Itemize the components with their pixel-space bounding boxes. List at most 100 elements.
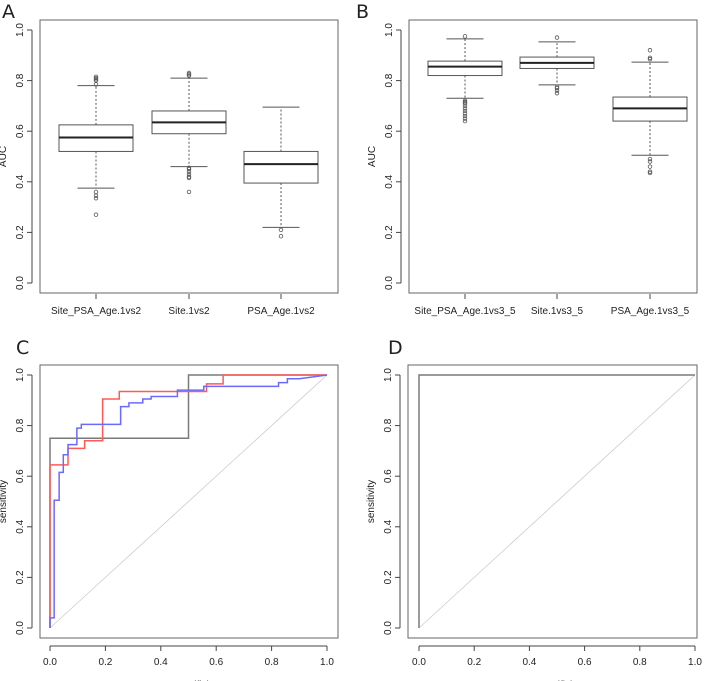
outlier-point xyxy=(186,72,192,77)
x-tick-label: 0.2 xyxy=(98,657,112,668)
panel-letter: C xyxy=(16,337,29,359)
x-tick-label: 0.6 xyxy=(578,657,592,668)
outlier-point xyxy=(186,189,192,195)
plot-frame xyxy=(39,364,339,639)
y-tick-label: 0.8 xyxy=(383,418,394,432)
outlier-point xyxy=(278,233,284,239)
outlier-point xyxy=(554,91,560,96)
x-tick-label: 0.0 xyxy=(43,657,57,668)
y-tick-label: 0.2 xyxy=(384,225,395,239)
outlier-point xyxy=(93,74,99,80)
outlier-point xyxy=(647,170,653,176)
y-tick-label: 0.2 xyxy=(15,570,26,584)
outlier-point xyxy=(647,55,653,61)
x-tick-label: PSA_Age.1vs3_5 xyxy=(611,306,690,317)
y-tick-label: 0.4 xyxy=(15,519,26,533)
x-tick-label: 0.2 xyxy=(467,657,481,668)
outlier-point xyxy=(462,101,468,106)
x-tick-label: 0.6 xyxy=(209,657,223,668)
outlier-point xyxy=(93,189,99,195)
outlier-point xyxy=(647,169,653,174)
outlier-point xyxy=(93,75,99,81)
y-tick-label: 0.4 xyxy=(384,174,395,188)
box xyxy=(427,60,503,77)
y-axis-label: AUC xyxy=(367,146,378,167)
y-tick-label: 0.6 xyxy=(383,469,394,483)
outlier-point xyxy=(186,169,192,174)
y-tick-label: 1.0 xyxy=(15,23,26,37)
panel-a: A 0.0 0.2 0.4 0.6 0.8 1.0 AUC Site_PSA_Age.1vs2 S… xyxy=(0,1,339,317)
outlier-point xyxy=(462,106,468,111)
y-tick-label: 0.0 xyxy=(383,621,394,635)
y-tick-label: 0.8 xyxy=(384,73,395,87)
x-tick-label: 0.8 xyxy=(265,657,279,668)
y-tick-label: 1.0 xyxy=(384,23,395,37)
panel-d: D 0.0 0.2 0.4 0.6 0.8 1.0 sensitivity 0.0 0.2 0.4 0… xyxy=(366,337,702,681)
y-tick-label: 0.8 xyxy=(15,418,26,432)
x-tick-label: 0.4 xyxy=(522,657,536,668)
panel-b: B 0.0 0.2 0.4 0.6 0.8 1.0 AUC Site_PSA_Age.1vs3_… xyxy=(356,1,698,317)
y-tick-label: 0.0 xyxy=(15,276,26,290)
outlier-point xyxy=(93,77,99,82)
x-tick-label: Site.1vs2 xyxy=(168,306,210,317)
outlier-point xyxy=(93,193,99,198)
plot-frame xyxy=(39,19,339,294)
y-tick-label: 0.8 xyxy=(15,73,26,87)
y-tick-label: 0.0 xyxy=(15,621,26,635)
roc-curve-1 xyxy=(418,374,695,628)
outlier-point xyxy=(462,113,468,119)
y-axis-label: sensitivity xyxy=(0,480,9,523)
panel-letter: B xyxy=(356,1,369,23)
y-tick-label: 1.0 xyxy=(15,368,26,382)
outlier-point xyxy=(554,85,560,91)
x-tick-label: 1.0 xyxy=(688,657,702,668)
y-tick-label: 0.6 xyxy=(15,469,26,483)
x-tick-label: 1.0 xyxy=(320,657,334,668)
outlier-point xyxy=(647,48,653,53)
panel-letter: A xyxy=(2,1,15,23)
y-tick-label: 0.2 xyxy=(383,570,394,584)
x-tick-label: 0.8 xyxy=(633,657,647,668)
x-tick-label: 0.4 xyxy=(154,657,168,668)
outlier-point xyxy=(462,98,468,104)
outlier-point xyxy=(462,103,468,109)
outlier-point xyxy=(554,35,560,40)
x-tick-label: Site_PSA_Age.1vs3_5 xyxy=(414,306,516,317)
plot-frame xyxy=(408,19,698,294)
x-tick-label: PSA_Age.1vs2 xyxy=(247,306,315,317)
outlier-point xyxy=(186,174,192,179)
outlier-point xyxy=(647,159,653,164)
outlier-point xyxy=(647,164,653,169)
y-tick-label: 0.0 xyxy=(384,276,395,290)
outlier-point xyxy=(554,88,560,93)
outlier-point xyxy=(647,56,653,62)
outlier-point xyxy=(186,73,192,78)
x-tick-label: Site_PSA_Age.1vs2 xyxy=(51,306,141,317)
outlier-point xyxy=(462,34,468,39)
x-tick-label: Site.1vs3_5 xyxy=(531,306,584,317)
box xyxy=(243,150,319,184)
roc-curve-3 xyxy=(49,374,328,628)
outlier-point xyxy=(462,111,468,116)
panel-letter: D xyxy=(388,337,403,359)
outlier-point xyxy=(647,156,653,162)
y-axis-label: sensitivity xyxy=(366,480,377,523)
outlier-point xyxy=(93,212,99,217)
reference-diagonal xyxy=(49,374,328,629)
plot-frame xyxy=(407,364,698,639)
outlier-point xyxy=(186,175,192,181)
outlier-point xyxy=(278,227,284,233)
y-tick-label: 0.6 xyxy=(15,124,26,138)
y-tick-label: 0.4 xyxy=(383,519,394,533)
x-tick-label: 0.0 xyxy=(412,657,426,668)
roc-curve-2 xyxy=(49,374,327,628)
outlier-point xyxy=(186,70,192,76)
outlier-point xyxy=(462,108,468,114)
y-tick-label: 0.4 xyxy=(15,174,26,188)
y-tick-label: 0.6 xyxy=(384,124,395,138)
outlier-point xyxy=(462,118,468,124)
outlier-point xyxy=(462,116,468,121)
outlier-point xyxy=(186,166,192,172)
y-axis-label: AUC xyxy=(0,146,9,167)
